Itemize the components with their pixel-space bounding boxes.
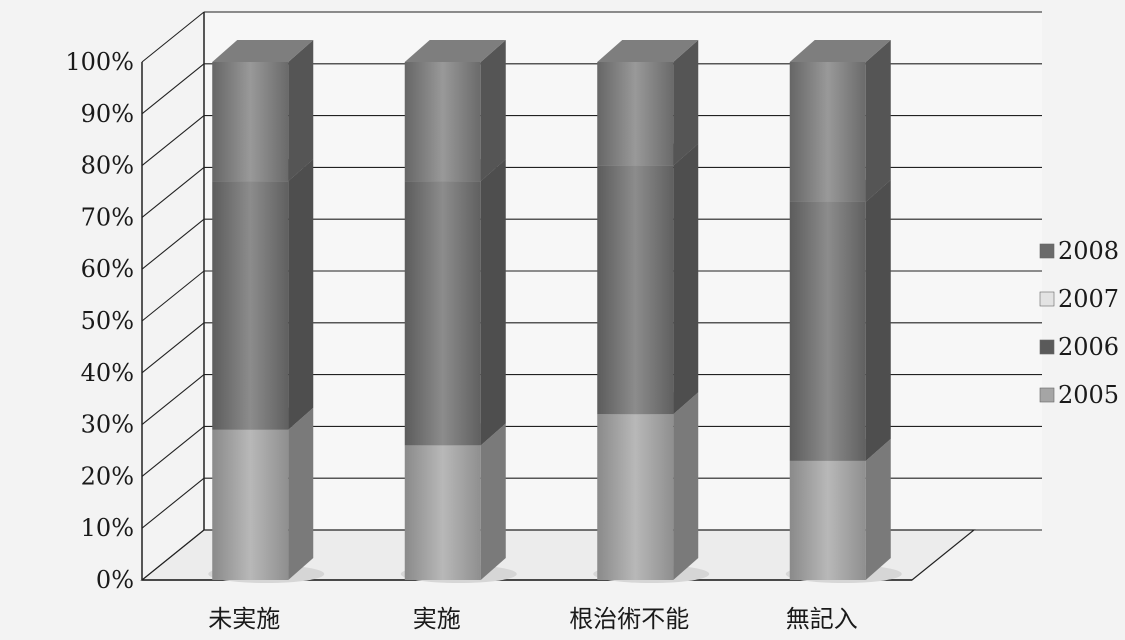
gridline-side	[141, 218, 205, 270]
legend-label: 2005	[1058, 381, 1119, 409]
gridline-side	[141, 166, 205, 218]
bar-side	[865, 179, 891, 461]
bar-segment-2006	[789, 179, 891, 461]
gridline-side	[141, 529, 205, 581]
gridline-side	[141, 425, 205, 477]
y-tick-label: 30%	[81, 411, 134, 439]
bar-front	[597, 62, 674, 166]
bar-segment-2006	[404, 159, 506, 446]
y-tick-label: 90%	[81, 100, 134, 128]
bar-top	[597, 40, 699, 62]
bar-segment-2008	[404, 40, 506, 182]
category-label: 実施	[413, 605, 461, 633]
y-tick-label: 100%	[65, 48, 134, 76]
legend-item: 2005	[1039, 381, 1119, 409]
y-tick-label: 40%	[81, 359, 134, 387]
y-tick-label: 70%	[81, 203, 134, 231]
gridline-side	[141, 270, 205, 322]
bar-front	[404, 181, 481, 446]
y-tick-label: 60%	[81, 255, 134, 283]
y-tick-label: 10%	[81, 514, 134, 542]
bar-side	[288, 40, 314, 182]
gridline-side	[141, 477, 205, 529]
category-label: 無記入	[786, 605, 858, 633]
bar-side	[673, 143, 699, 415]
gridline-side	[141, 11, 205, 63]
gridline-side	[141, 63, 205, 115]
legend-item: 2006	[1039, 333, 1119, 361]
legend-label: 2008	[1058, 237, 1119, 265]
bar-segment-2008	[597, 40, 699, 166]
bar-segment-2005	[212, 407, 314, 580]
legend-swatch	[1039, 291, 1055, 307]
bars	[208, 40, 902, 583]
gridline-side	[141, 374, 205, 426]
bar-side	[288, 159, 314, 430]
y-tick-label: 50%	[81, 307, 134, 335]
legend-label: 2006	[1058, 333, 1119, 361]
y-tick-label: 80%	[81, 152, 134, 180]
legend: 2008 2007 2006 2005	[1039, 237, 1119, 409]
category-label: 未実施	[208, 605, 280, 633]
bar-front	[212, 429, 289, 580]
bar-front	[212, 181, 289, 430]
legend-item: 2008	[1039, 237, 1119, 265]
bar-front	[789, 201, 866, 461]
bar-front	[597, 165, 674, 415]
bar-front	[404, 62, 481, 182]
bar-segment-2006	[597, 143, 699, 415]
legend-label: 2007	[1058, 285, 1119, 313]
legend-item: 2007	[1039, 285, 1119, 313]
gridline-side	[141, 115, 205, 167]
bar-side	[480, 40, 506, 182]
bar-front	[789, 62, 866, 202]
y-tick-label: 20%	[81, 462, 134, 490]
bar-top	[212, 40, 314, 62]
legend-swatch	[1039, 387, 1055, 403]
legend-swatch	[1039, 339, 1055, 355]
bar-side	[288, 407, 314, 580]
bar-segment-2005	[404, 423, 506, 580]
bar-side	[673, 40, 699, 166]
bar-side	[480, 423, 506, 580]
bar-segment-2008	[789, 40, 891, 202]
gridline-side	[141, 322, 205, 374]
bar-side	[480, 159, 506, 446]
bar-side	[673, 392, 699, 580]
legend-swatch	[1039, 243, 1055, 259]
bar-side	[865, 438, 891, 580]
bar-segment-2006	[212, 159, 314, 430]
bar-segment-2005	[597, 392, 699, 580]
bar-front	[212, 62, 289, 182]
bar-front	[789, 460, 866, 580]
bar-top	[404, 40, 506, 62]
category-label: 根治術不能	[569, 605, 689, 633]
bar-segment-2008	[212, 40, 314, 182]
bar-front	[404, 445, 481, 580]
bar-side	[865, 40, 891, 202]
axis-labels: 0% 10% 20% 30% 40% 50% 60% 70% 80% 90% 100% 未実施 実施 根治…	[65, 48, 857, 633]
y-tick-label: 0%	[96, 566, 134, 594]
bar-top	[789, 40, 891, 62]
bar-front	[597, 414, 674, 580]
